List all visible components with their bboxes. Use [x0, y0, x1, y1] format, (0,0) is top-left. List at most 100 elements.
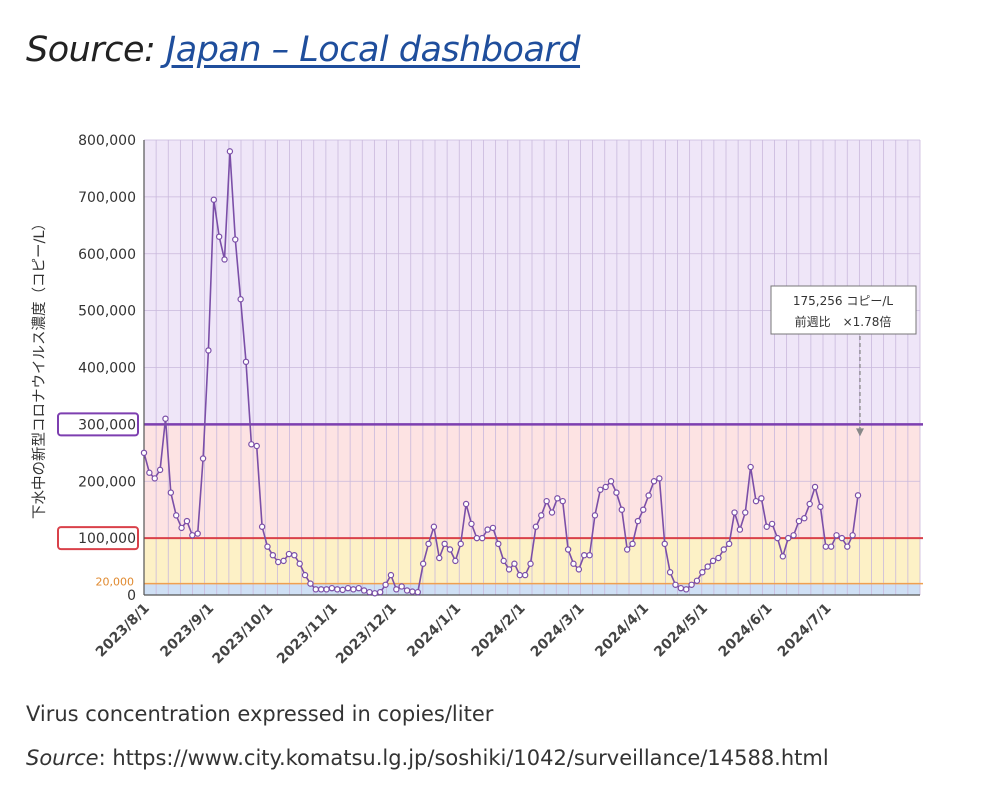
x-tick-label: 2024/2/1: [469, 601, 529, 661]
y-tick-label: 200,000: [78, 474, 136, 490]
data-point: [559, 497, 566, 505]
annotation-arrow-head: [856, 428, 864, 437]
data-point: [387, 571, 395, 579]
data-point: [430, 523, 438, 530]
data-point: [377, 588, 384, 596]
data-point: [801, 515, 808, 522]
data-point: [575, 566, 583, 573]
data-point: [242, 358, 250, 366]
data-point: [656, 475, 663, 482]
data-point: [672, 581, 679, 588]
source-footer-url[interactable]: https://www.city.komatsu.lg.jp/soshiki/1…: [112, 746, 829, 770]
data-point: [785, 534, 792, 542]
data-point: [140, 449, 148, 457]
data-point: [194, 530, 201, 537]
data-point: [623, 546, 631, 553]
data-point: [634, 517, 642, 525]
x-tick-label: 2024/3/1: [528, 601, 588, 661]
japan-dashboard-link[interactable]: Japan – Local dashboard: [165, 30, 581, 70]
data-point: [189, 532, 196, 539]
data-point: [629, 540, 636, 548]
data-point: [521, 571, 529, 579]
x-tick-label: 2023/8/1: [93, 601, 153, 661]
data-point: [548, 509, 556, 516]
y-tick-box: [57, 412, 139, 437]
y-tick-label: 700,000: [78, 190, 136, 206]
data-point: [205, 347, 212, 354]
data-point: [484, 526, 491, 533]
data-point: [715, 554, 722, 562]
data-point: [527, 560, 534, 567]
data-point: [199, 455, 207, 462]
data-point: [269, 551, 277, 559]
data-point: [167, 489, 175, 496]
x-tick-label: 2023/11/1: [274, 601, 341, 668]
data-point: [264, 543, 271, 550]
data-point: [849, 532, 856, 539]
data-point: [178, 524, 185, 532]
data-point: [661, 540, 668, 548]
data-point: [403, 587, 411, 594]
data-point: [366, 588, 373, 596]
data-point: [693, 577, 701, 584]
data-point: [468, 520, 475, 528]
data-point: [307, 580, 314, 587]
data-point: [640, 506, 647, 513]
data-point: [409, 588, 416, 595]
data-point: [151, 475, 158, 482]
data-point: [436, 554, 443, 562]
data-point: [317, 586, 325, 593]
data-point: [607, 478, 615, 485]
y-tick-box: [57, 526, 139, 551]
data-point: [677, 584, 685, 592]
data-series: [140, 148, 862, 597]
data-point: [156, 466, 164, 474]
data-point: [768, 520, 776, 528]
y-tick-label: 800,000: [78, 133, 136, 149]
x-tick-label: 2023/10/1: [210, 601, 277, 668]
y-axis-title: 下水中の新型コロナウイルス濃度（コピー/L）: [31, 216, 48, 519]
x-tick-label: 2023/12/1: [333, 601, 400, 668]
data-point: [779, 553, 787, 560]
x-tick-label: 2024/5/1: [651, 601, 711, 661]
data-point: [344, 584, 352, 592]
data-point: [709, 557, 717, 565]
x-tick-label: 2023/9/1: [157, 601, 217, 661]
annotation-box: [770, 285, 917, 335]
data-point: [854, 492, 862, 499]
data-point: [291, 551, 298, 559]
data-point: [323, 586, 330, 593]
data-point: [183, 517, 191, 525]
annotation-line1: 175,256 コピー/L: [793, 294, 893, 308]
data-point: [833, 532, 840, 539]
data-point: [479, 534, 486, 542]
y-tick-label: 500,000: [78, 304, 136, 320]
data-point: [817, 503, 824, 511]
data-point: [237, 296, 244, 303]
data-point: [736, 526, 744, 533]
data-point: [473, 534, 481, 542]
data-point: [650, 478, 658, 485]
data-point: [452, 557, 459, 565]
data-point: [226, 148, 234, 155]
data-point: [275, 558, 282, 566]
y-tick-label: 400,000: [78, 361, 136, 377]
data-point: [425, 540, 432, 548]
source-footer: Source: https://www.city.komatsu.lg.jp/s…: [26, 746, 829, 770]
data-point: [210, 196, 217, 203]
data-point: [581, 551, 588, 559]
x-tick-label: 2024/4/1: [592, 601, 652, 661]
data-point: [419, 560, 427, 567]
data-point: [822, 543, 829, 550]
data-point: [248, 441, 255, 448]
data-point: [725, 540, 733, 548]
data-point: [301, 571, 309, 579]
data-point: [516, 571, 523, 579]
data-point: [806, 500, 813, 508]
data-point: [844, 543, 851, 550]
source-footer-sep: :: [98, 746, 113, 770]
data-point: [511, 560, 518, 567]
data-point: [355, 584, 362, 592]
data-point: [146, 469, 153, 476]
annotation-line2: 前週比 ×1.78倍: [795, 314, 892, 329]
